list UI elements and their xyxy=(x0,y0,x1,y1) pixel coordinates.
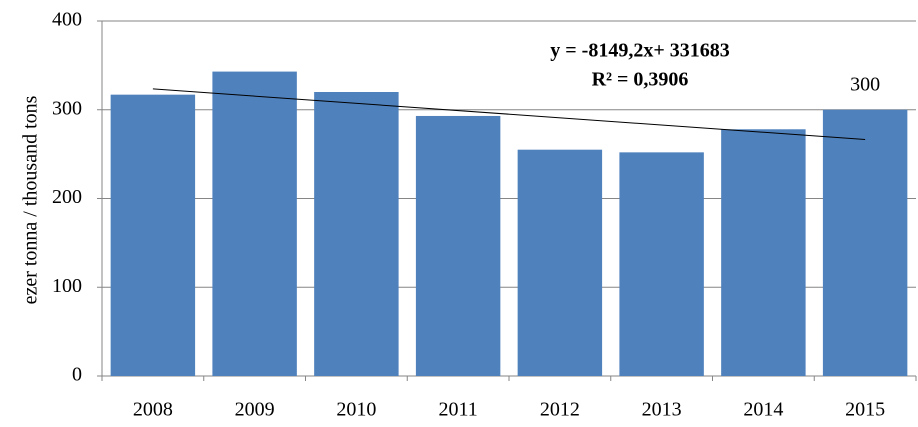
x-tick-label: 2008 xyxy=(133,399,173,421)
bar xyxy=(415,115,501,377)
x-tick-label: 2012 xyxy=(540,399,580,421)
y-tick-label: 400 xyxy=(52,9,82,31)
bar xyxy=(517,149,603,376)
y-axis-label: ezer tonna / thousand tons xyxy=(20,95,42,304)
bar xyxy=(822,109,908,376)
bar xyxy=(314,92,399,376)
value-label: 300 xyxy=(850,73,880,95)
bar xyxy=(110,94,196,376)
y-tick-label: 200 xyxy=(52,186,82,208)
y-tick-label: 300 xyxy=(52,97,82,119)
y-tick-label: 100 xyxy=(52,275,82,297)
y-tick-label: 0 xyxy=(72,364,82,386)
x-tick-label: 2009 xyxy=(235,399,275,421)
trendline xyxy=(152,88,866,140)
x-tick-label: 2013 xyxy=(642,399,682,421)
x-tick-label: 2010 xyxy=(336,399,376,421)
x-tick-label: 2011 xyxy=(438,399,477,421)
bar xyxy=(619,152,704,376)
bar xyxy=(721,129,806,376)
x-tick-label: 2015 xyxy=(845,399,885,421)
trend-equation: y = -8149,2x+ 331683 xyxy=(550,40,729,62)
x-tick-label: 2014 xyxy=(743,399,783,421)
trend-r-squared: R² = 0,3906 xyxy=(592,69,689,91)
bar xyxy=(212,71,297,377)
